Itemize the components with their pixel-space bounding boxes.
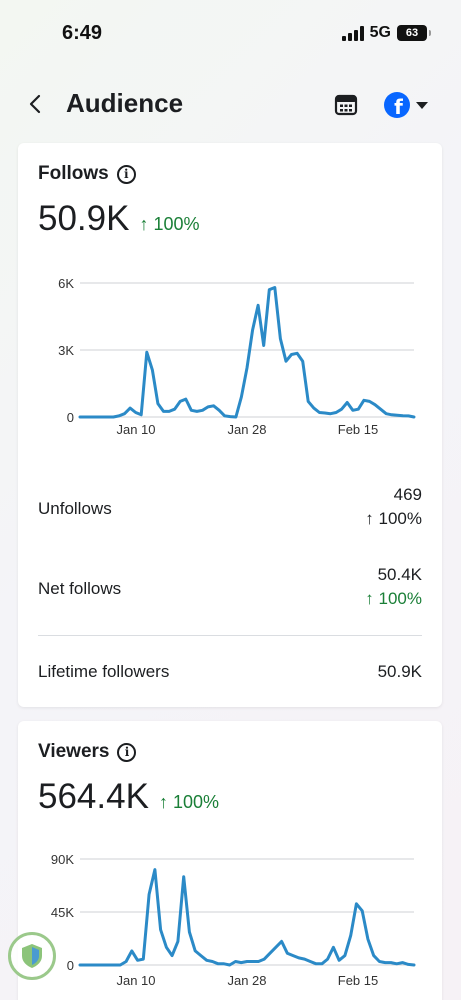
viewers-card: Viewers i 564.4K ↑ 100% 90K 45K 0 Jan 10 Jan… [18, 721, 442, 1000]
network-label: 5G [369, 24, 391, 41]
follows-card: Follows i 50.9K ↑ 100% 6K 3K 0 Jan 10 Jan 28… [18, 143, 442, 707]
shield-icon [22, 944, 42, 968]
status-indicators: 5G 63 [341, 24, 431, 42]
info-icon[interactable]: i [117, 742, 137, 762]
y-tick-label: 6K [58, 276, 74, 291]
y-tick-label: 3K [58, 343, 74, 358]
unfollows-change: ↑ 100% [365, 509, 422, 528]
lifetime-followers-label: Lifetime followers [38, 662, 170, 681]
divider [38, 635, 422, 636]
watermark-logo [8, 932, 56, 980]
unfollows-value: 469 [393, 485, 422, 504]
follows-metric: 50.9K ↑ 100% [38, 199, 200, 239]
follows-title: Follows [38, 163, 109, 184]
x-tick-label: Feb 15 [338, 973, 378, 988]
calendar-icon [334, 94, 358, 116]
lifetime-followers-value: 50.9K [377, 662, 422, 681]
viewers-change: ↑ 100% [158, 792, 219, 812]
lifetime-followers-row: Lifetime followers 50.9K [38, 662, 422, 686]
follows-chart: 6K 3K 0 Jan 10 Jan 28 Feb 15 [58, 276, 416, 437]
battery-icon: 63 [397, 25, 431, 41]
series-line [78, 868, 416, 967]
unfollows-row: Unfollows 469 ↑ 100% [38, 485, 422, 535]
status-bar: 6:49 5G 63 [0, 0, 461, 66]
x-tick-label: Jan 10 [116, 422, 155, 437]
battery-level: 63 [405, 27, 419, 39]
back-button[interactable] [22, 90, 50, 118]
viewers-title: Viewers [38, 741, 110, 762]
account-switcher[interactable]: f [384, 92, 428, 118]
net-follows-value: 50.4K [377, 565, 422, 584]
viewers-value: 564.4K [38, 777, 149, 816]
y-tick-label: 0 [67, 958, 74, 973]
calendar-button[interactable] [334, 93, 358, 117]
follows-change: ↑ 100% [139, 214, 200, 234]
follows-value: 50.9K [38, 199, 130, 238]
x-tick-label: Jan 10 [116, 973, 155, 988]
info-icon[interactable]: i [116, 164, 136, 184]
x-tick-label: Jan 28 [227, 973, 266, 988]
net-follows-change: ↑ 100% [365, 589, 422, 608]
net-follows-label: Net follows [38, 579, 122, 598]
facebook-icon: f [384, 92, 410, 118]
viewers-metric: 564.4K ↑ 100% [38, 777, 219, 817]
series-line [78, 286, 416, 419]
net-follows-row: Net follows 50.4K ↑ 100% [38, 565, 422, 615]
status-time: 6:49 [62, 22, 103, 44]
chevron-down-icon [416, 101, 428, 109]
y-tick-label: 90K [51, 852, 74, 867]
unfollows-label: Unfollows [38, 499, 112, 518]
y-tick-label: 45K [51, 905, 74, 920]
page-title: Audience [66, 88, 184, 118]
x-tick-label: Feb 15 [338, 422, 378, 437]
top-nav: Audience f [0, 80, 461, 130]
signal-icon [341, 25, 364, 41]
back-arrow-icon [29, 94, 41, 114]
x-tick-label: Jan 28 [227, 422, 266, 437]
follows-title-row: Follows i [38, 163, 136, 185]
y-tick-label: 0 [67, 410, 74, 425]
viewers-chart: 90K 45K 0 Jan 10 Jan 28 Feb 15 [51, 852, 416, 988]
viewers-title-row: Viewers i [38, 741, 137, 763]
